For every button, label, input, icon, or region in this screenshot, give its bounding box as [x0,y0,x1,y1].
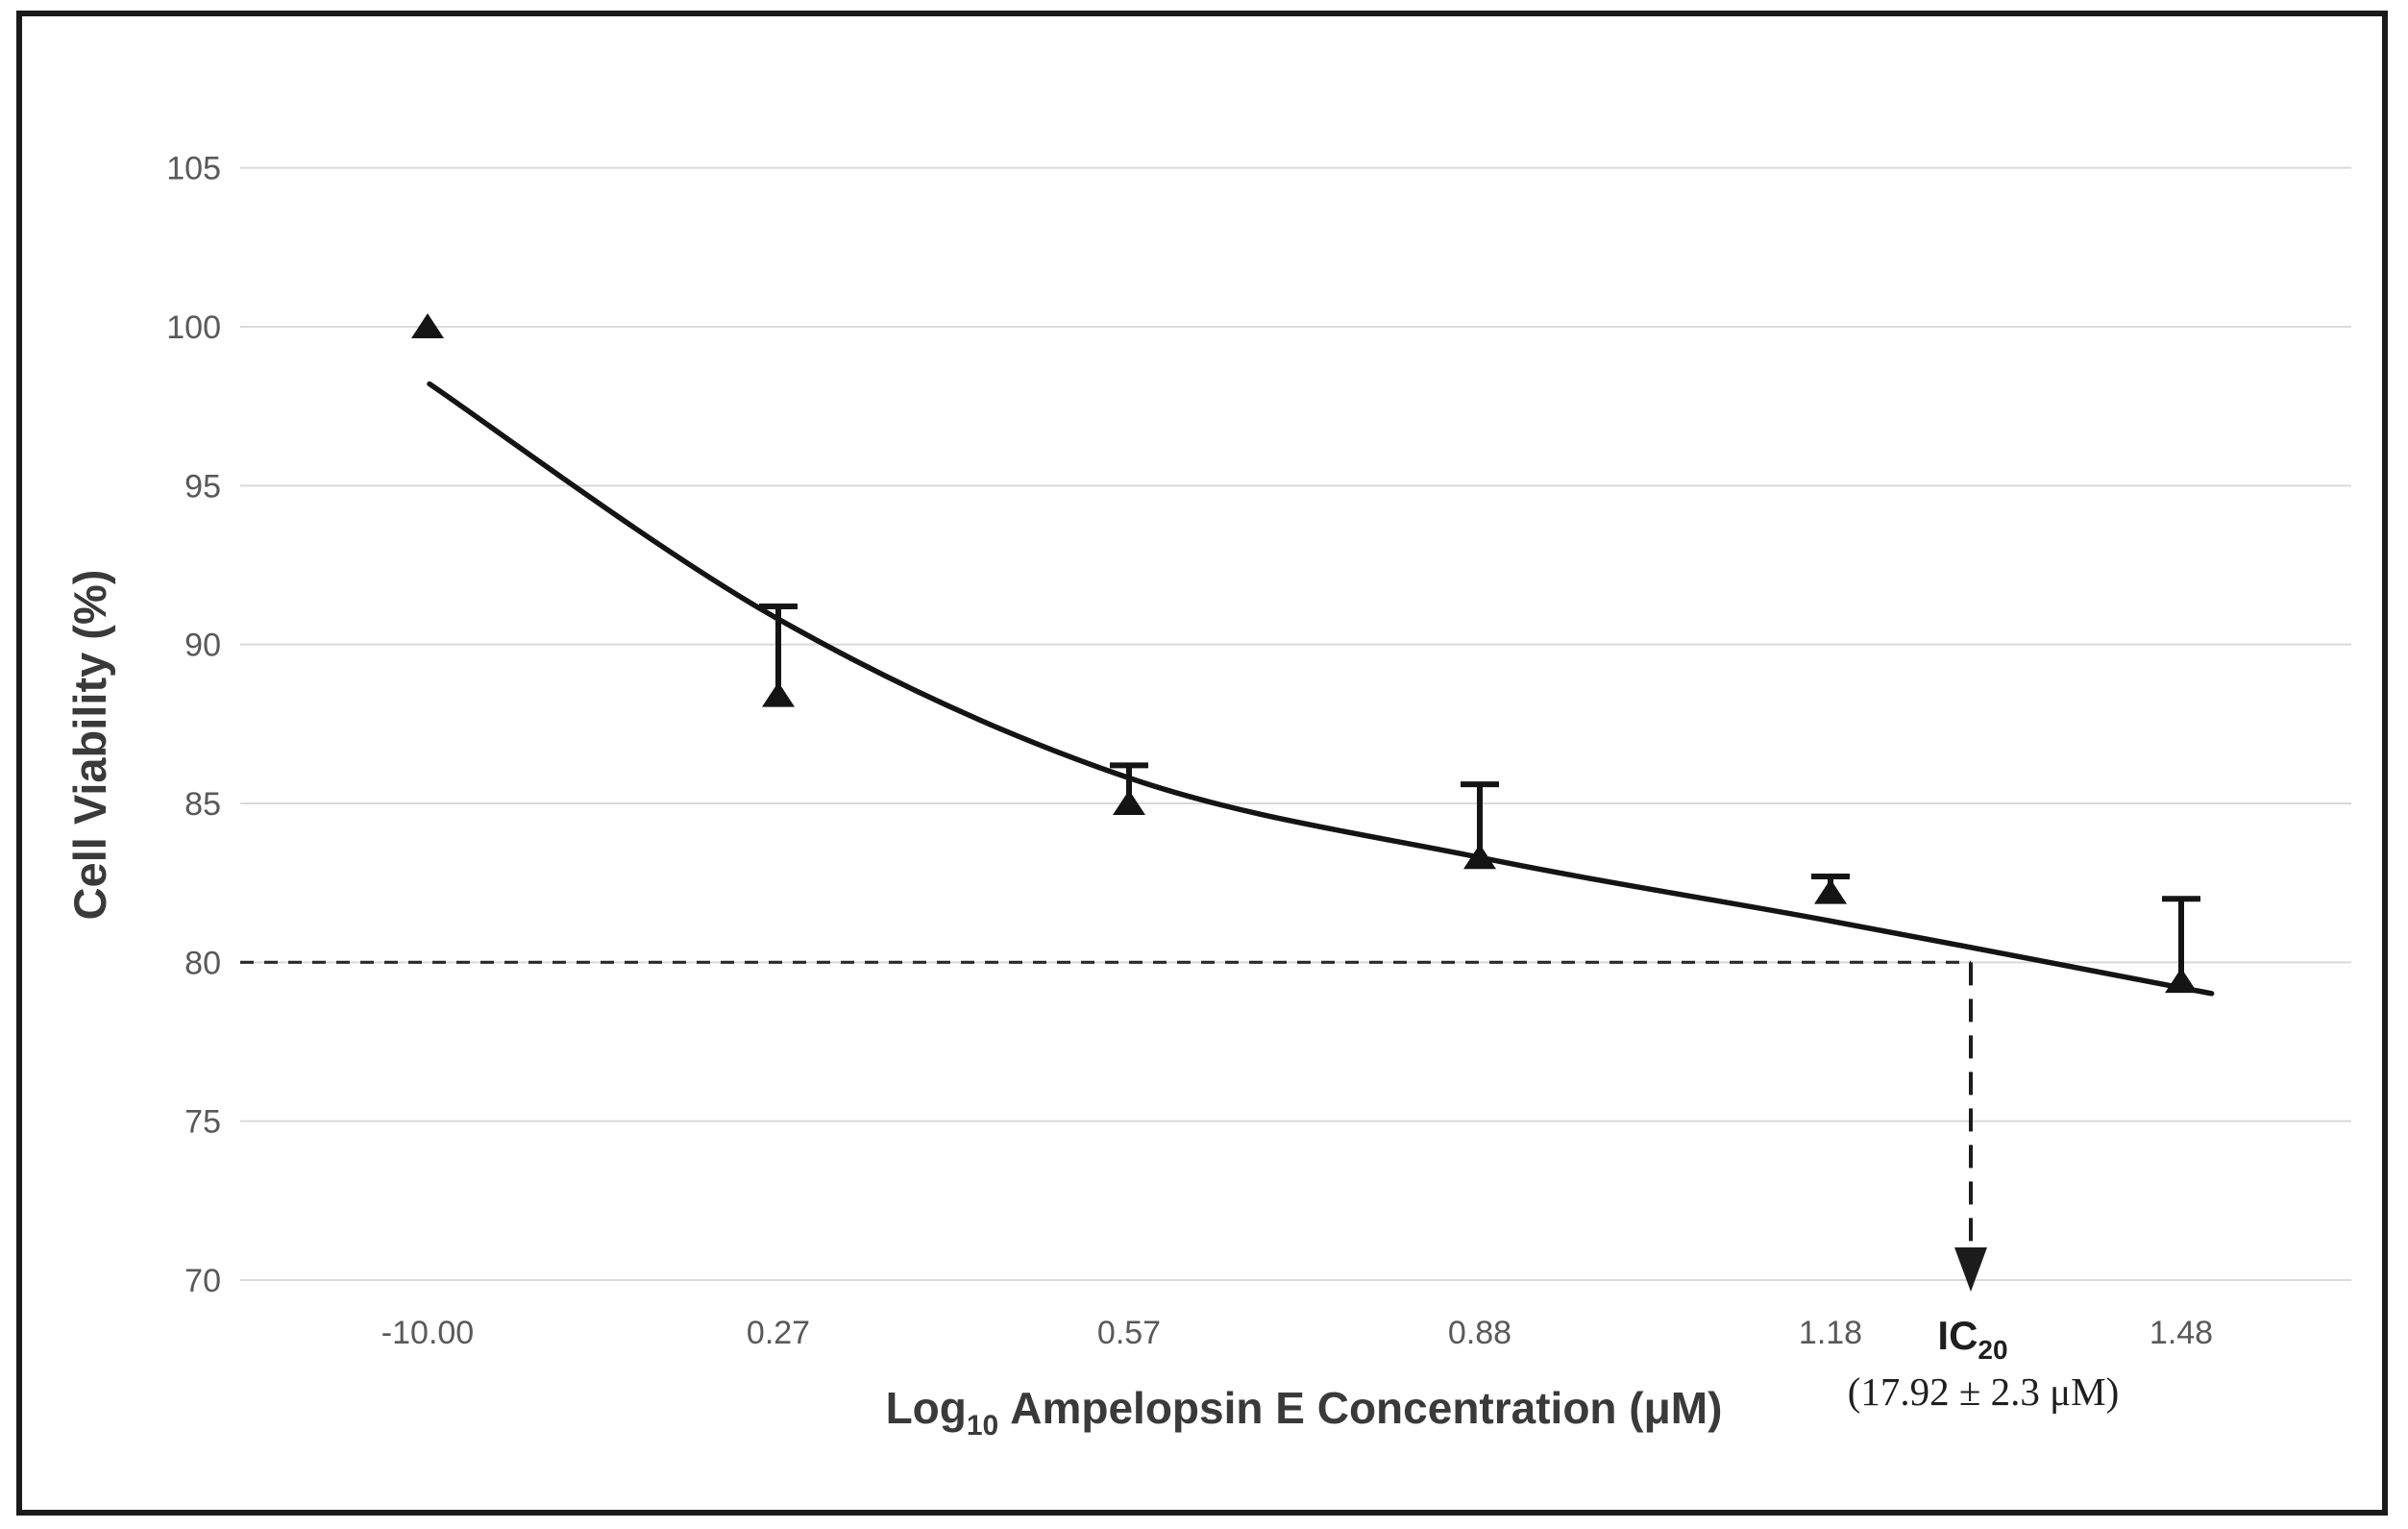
figure-border [16,11,2388,1516]
data-point-triangle [1463,844,1496,870]
ic20-label-prefix: IC [1937,1313,1978,1358]
x-tick-label-0.88: 0.88 [1448,1315,1511,1351]
data-point-triangle [411,313,444,338]
ic20-annotation-layer [240,960,1987,1292]
data-point-triangle [2165,968,2198,994]
trend-curve [427,381,2215,997]
x-tick-label-1.48: 1.48 [2150,1315,2213,1351]
ic20-label: IC20 [1937,1313,2007,1365]
y-tick-label-75: 75 [184,1104,221,1141]
y-tick-label-85: 85 [184,786,221,823]
y-tick-label-90: 90 [184,628,221,664]
data-point-triangle [1113,790,1145,816]
trend-curve-layer [427,381,2215,997]
data-point-triangle [762,681,795,707]
y-tick-label-100: 100 [166,309,221,346]
y-tick-label-105: 105 [166,151,221,187]
data-points-layer [411,313,2200,994]
ic20-value-caption: (17.92 ± 2.3 μM) [1848,1369,2120,1414]
x-tick-label-1.18: 1.18 [1799,1315,1862,1351]
x-axis-title-prefix: Log [886,1383,967,1433]
ic20-label-subscript: 20 [1978,1335,2007,1365]
x-axis-title-subscript: 10 [967,1410,998,1442]
y-axis-title: Cell Viability (%) [64,570,115,921]
x-tick-label--10.00: -10.00 [381,1315,474,1351]
x-tick-label-0.57: 0.57 [1097,1315,1161,1351]
x-tick-label-0.27: 0.27 [747,1315,810,1351]
y-tick-label-95: 95 [184,468,221,505]
gridlines-layer [240,166,2351,1282]
ic20-arrow-head [1954,1247,1987,1292]
y-tick-label-80: 80 [184,945,221,981]
y-tick-label-70: 70 [184,1263,221,1299]
data-point-triangle [1814,878,1847,904]
x-axis-title-suffix: Ampelopsin E Concentration (μM) [1010,1383,1722,1433]
x-axis-title: Log10 Ampelopsin E Concentration (μM) [886,1383,1723,1442]
tick-labels-layer: 105 100 95 90 85 80 75 70 -10.00 0.27 0.57 0.88 1.18… [166,151,2213,1351]
